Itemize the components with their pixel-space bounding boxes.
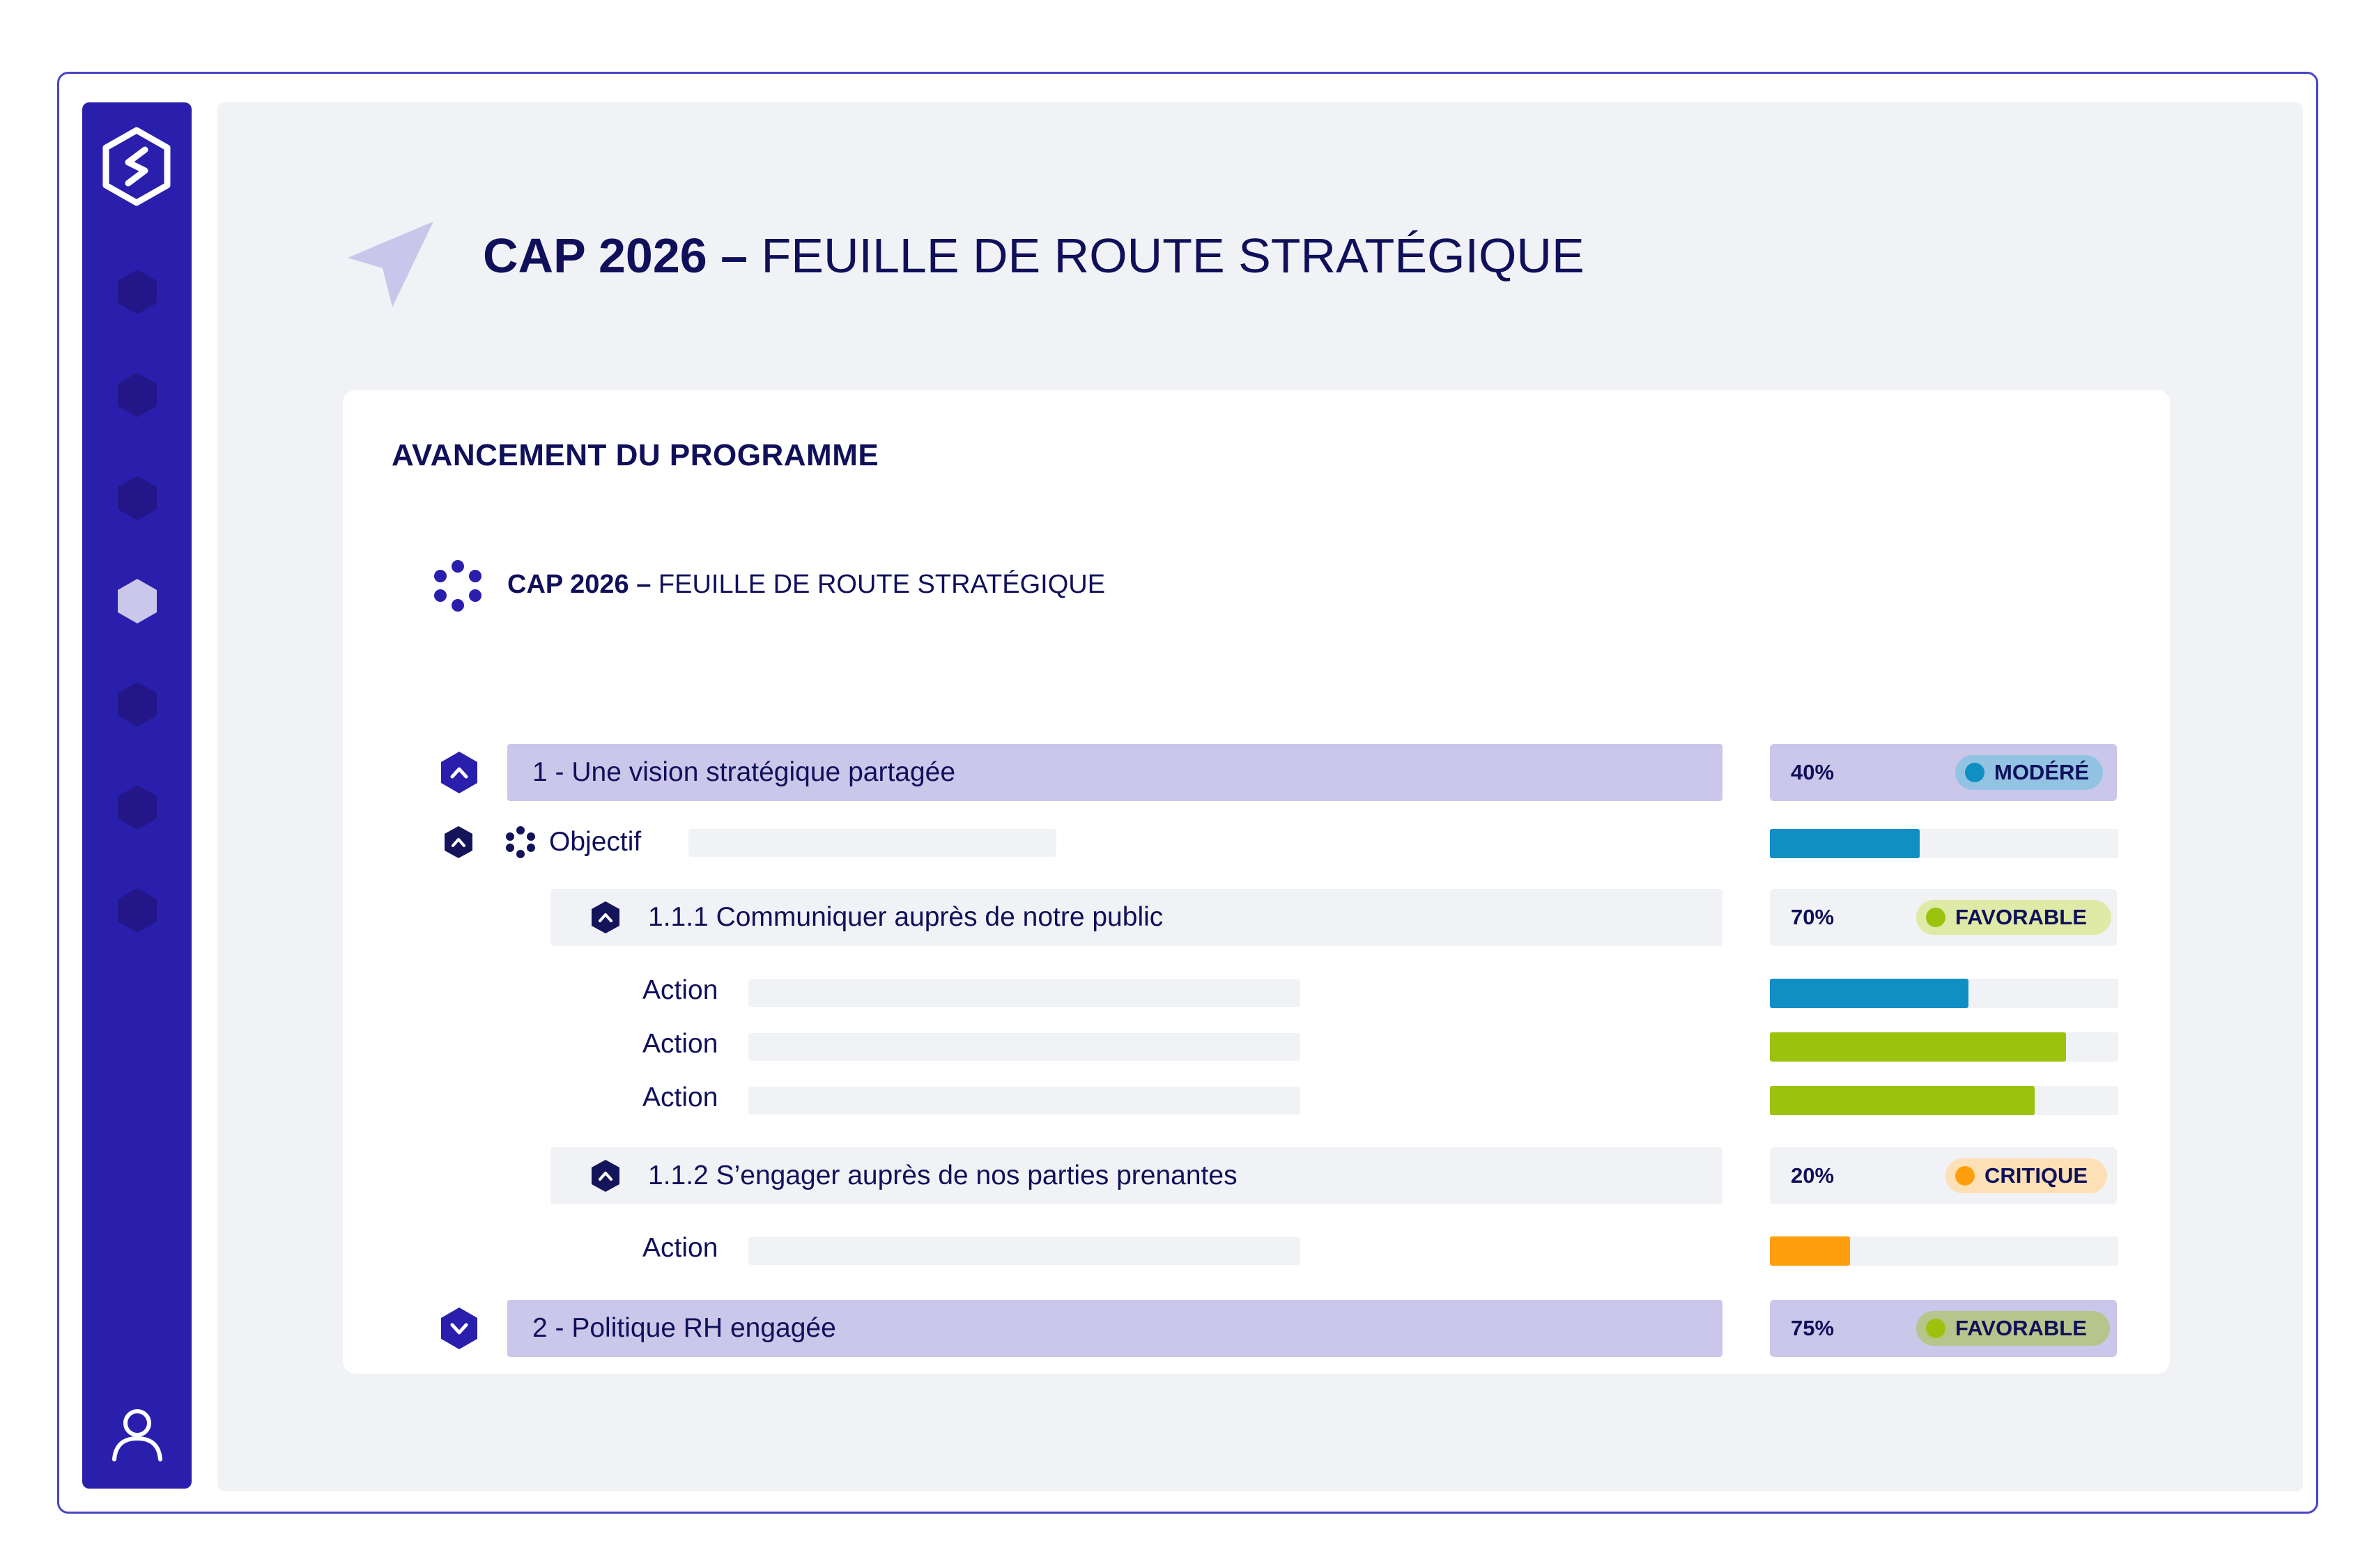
sub1-status-box: 70% FAVORABLE xyxy=(1770,889,2117,946)
sub2-status-box: 20% CRITIQUE xyxy=(1770,1147,2117,1204)
sub1-action-2-progress-track xyxy=(1770,1032,2118,1062)
program-progress-card: AVANCEMENT DU PROGRAMME CAP 2026 – FEUIL… xyxy=(343,390,2170,1374)
sub1-action-2-progress-fill xyxy=(1770,1032,2066,1062)
sub2-action-1-progress-track xyxy=(1770,1236,2118,1266)
axis1-status-box: 40% MODÉRÉ xyxy=(1770,744,2117,801)
app-logo-icon[interactable] xyxy=(100,126,173,207)
sub1-action-2-placeholder xyxy=(748,1033,1300,1061)
sub2-action-1-placeholder xyxy=(748,1237,1300,1265)
sub1-status-badge: FAVORABLE xyxy=(1916,900,2111,935)
axis2-row[interactable]: 2 - Politique RH engagée xyxy=(507,1300,1722,1357)
sub1-row[interactable]: 1.1.1 Communiquer auprès de notre public xyxy=(550,889,1722,946)
sub1-action-1-placeholder xyxy=(748,979,1300,1007)
sub2-status-badge: CRITIQUE xyxy=(1945,1158,2107,1193)
objective-placeholder xyxy=(688,829,1056,857)
sub1-status-text: FAVORABLE xyxy=(1955,905,2087,929)
sub2-label: 1.1.2 S’engager auprès de nos parties pr… xyxy=(648,1161,1238,1190)
sub1-action-3-label: Action xyxy=(642,1082,718,1112)
objective-label: Objectif xyxy=(549,827,642,857)
sub1-action-2-label: Action xyxy=(642,1029,718,1059)
user-icon[interactable] xyxy=(109,1405,166,1462)
sub1-action-1-label: Action xyxy=(642,975,718,1005)
program-title-rest: FEUILLE DE ROUTE STRATÉGIQUE xyxy=(651,570,1106,599)
axis2-status-box: 75% FAVORABLE xyxy=(1770,1300,2117,1357)
axis2-expand-chevron-down-icon[interactable] xyxy=(439,1306,479,1351)
nav-item-6-hexagon-icon[interactable] xyxy=(116,784,159,831)
sub1-action-3-progress-track xyxy=(1770,1086,2118,1115)
sub2-collapse-chevron-up-icon[interactable] xyxy=(589,1158,622,1193)
sub2-action-1-progress-fill xyxy=(1770,1236,1850,1266)
page-title-bold: CAP 2026 – xyxy=(483,228,748,283)
sub2-percent: 20% xyxy=(1791,1163,1835,1188)
sub1-collapse-chevron-up-icon[interactable] xyxy=(589,900,622,935)
status-dot-icon xyxy=(1965,763,1984,782)
axis2-status-badge: FAVORABLE xyxy=(1916,1311,2110,1346)
main-content: CAP 2026 – FEUILLE DE ROUTE STRATÉGIQUE … xyxy=(217,102,2303,1491)
sub1-action-3-progress-fill xyxy=(1770,1086,2035,1115)
status-dot-icon xyxy=(1926,908,1945,927)
objective-cluster-icon xyxy=(506,826,535,858)
page-title-rest: FEUILLE DE ROUTE STRATÉGIQUE xyxy=(748,228,1585,283)
axis1-label: 1 - Une vision stratégique partagée xyxy=(532,757,956,787)
app-frame xyxy=(57,72,2318,1514)
sub2-action-1-label: Action xyxy=(642,1233,718,1263)
status-dot-icon xyxy=(1955,1166,1975,1186)
section-title: AVANCEMENT DU PROGRAMME xyxy=(392,438,879,472)
axis1-status-text: MODÉRÉ xyxy=(1994,760,2090,784)
nav-item-7-hexagon-icon[interactable] xyxy=(116,887,159,934)
page-title: CAP 2026 – FEUILLE DE ROUTE STRATÉGIQUE xyxy=(483,224,1585,287)
paper-plane-icon xyxy=(348,222,433,307)
axis2-status-text: FAVORABLE xyxy=(1955,1316,2087,1340)
objective-progress-track xyxy=(1770,829,2118,858)
objective-progress-fill xyxy=(1770,829,1920,858)
sub1-action-1-progress-fill xyxy=(1770,979,1968,1008)
program-title-bold: CAP 2026 – xyxy=(507,570,652,599)
sub1-action-1-progress-track xyxy=(1770,979,2118,1008)
objective-collapse-chevron-up-icon[interactable] xyxy=(442,825,475,860)
nav-item-2-hexagon-icon[interactable] xyxy=(116,371,159,419)
program-title: CAP 2026 – FEUILLE DE ROUTE STRATÉGIQUE xyxy=(507,567,1105,602)
axis1-collapse-chevron-up-icon[interactable] xyxy=(439,750,479,795)
nav-item-3-hexagon-icon[interactable] xyxy=(116,474,159,522)
axis2-label: 2 - Politique RH engagée xyxy=(532,1313,836,1343)
status-dot-icon xyxy=(1926,1319,1945,1338)
axis2-percent: 75% xyxy=(1791,1316,1835,1340)
sub1-percent: 70% xyxy=(1791,905,1835,929)
sub2-row[interactable]: 1.1.2 S’engager auprès de nos parties pr… xyxy=(550,1147,1722,1204)
sidebar xyxy=(82,102,192,1489)
nav-item-4-hexagon-icon-active[interactable] xyxy=(116,577,159,625)
axis1-row[interactable]: 1 - Une vision stratégique partagée xyxy=(507,744,1722,801)
program-cluster-icon xyxy=(434,560,481,612)
axis1-status-badge: MODÉRÉ xyxy=(1955,755,2103,790)
nav-item-5-hexagon-icon[interactable] xyxy=(116,681,159,728)
axis1-percent: 40% xyxy=(1791,760,1835,784)
sub2-status-text: CRITIQUE xyxy=(1984,1163,2088,1188)
nav-item-1-hexagon-icon[interactable] xyxy=(116,268,159,316)
sub1-label: 1.1.1 Communiquer auprès de notre public xyxy=(648,902,1164,932)
sub1-action-3-placeholder xyxy=(748,1087,1300,1115)
